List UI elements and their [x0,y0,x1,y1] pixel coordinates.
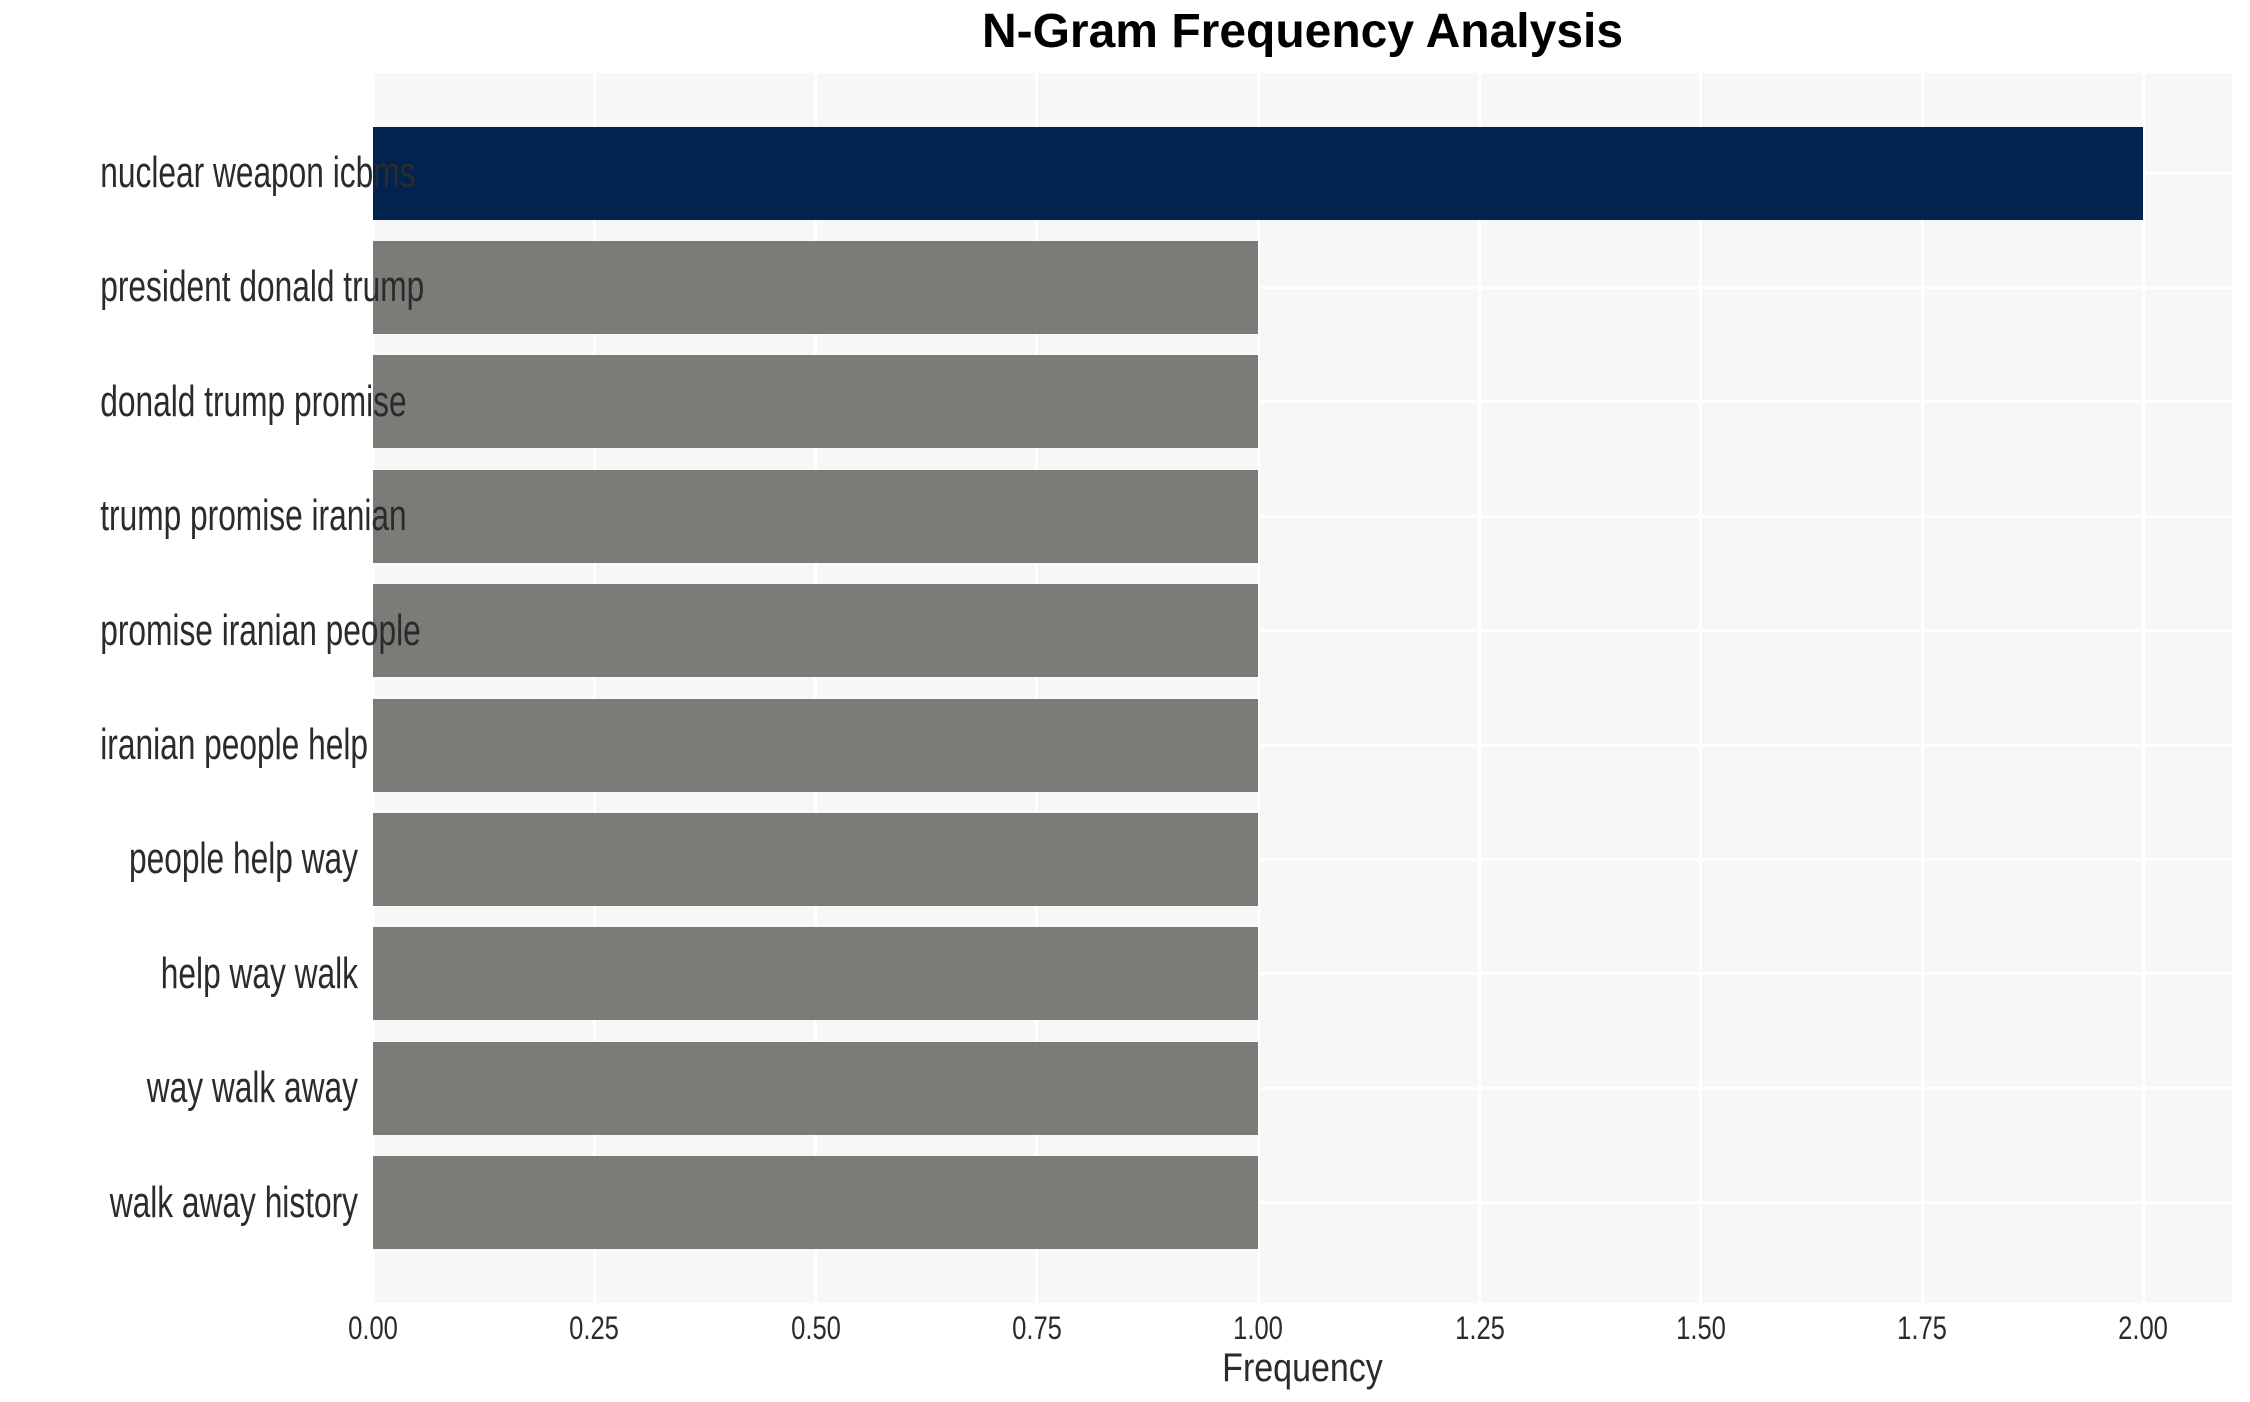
vertical-gridline [592,73,596,1303]
bar-nuclear-weapon-icbms [373,126,2144,220]
x-axis-title: Frequency [1222,1346,1383,1390]
bar-president-donald-trump [373,240,1259,334]
x-tick-label: 1.50 [1675,1310,1726,1346]
category-label: nuclear weapon icbms [100,148,416,197]
x-tick-label: 1.75 [1897,1310,1948,1346]
vertical-gridline [1035,73,1039,1303]
bar-iranian-people-help [373,698,1259,792]
horizontal-gridline [373,629,2232,633]
category-label: walk away history [109,1177,358,1227]
horizontal-gridline [373,743,2232,747]
x-tick-label: 1.00 [1233,1310,1284,1346]
vertical-gridline [814,73,818,1303]
category-label: people help way [129,834,358,884]
x-tick-label: 1.25 [1454,1310,1505,1346]
vertical-gridline [371,73,375,1303]
vertical-gridline [1256,73,1260,1303]
horizontal-gridline [373,285,2232,289]
bar-way-walk-away [373,1041,1259,1135]
category-label: way walk away [146,1063,358,1113]
horizontal-gridline [373,857,2232,861]
plot-area [371,73,2232,1303]
horizontal-gridline [373,514,2232,518]
horizontal-gridline [373,1086,2232,1090]
x-tick-label: 0.75 [1012,1310,1062,1346]
x-tick-label: 0.00 [348,1310,398,1346]
vertical-gridline [2141,73,2145,1303]
x-tick-label: 2.00 [2118,1310,2169,1346]
vertical-gridline [1478,73,1482,1303]
category-label: president donald trump [100,262,425,312]
bar-trump-promise-iranian [373,469,1259,563]
vertical-gridline [1699,73,1703,1303]
chart-title: N-Gram Frequency Analysis [981,5,1624,58]
bar-promise-iranian-people [373,584,1259,678]
horizontal-gridline [373,1201,2232,1205]
category-label: iranian people help [100,720,368,769]
bar-people-help-way [373,812,1259,906]
category-label: help way walk [160,948,358,998]
category-label: donald trump promise [100,376,407,426]
horizontal-gridline [373,400,2232,404]
horizontal-gridline [373,972,2232,976]
bar-help-way-walk [373,927,1259,1021]
x-tick-label: 0.50 [790,1310,841,1346]
bar-donald-trump-promise [373,355,1259,449]
x-tick-label: 0.25 [569,1310,620,1346]
category-label: promise iranian people [100,605,421,655]
vertical-gridline [1920,73,1924,1303]
category-label: trump promise iranian [100,491,407,541]
bar-walk-away-history [373,1156,1259,1250]
